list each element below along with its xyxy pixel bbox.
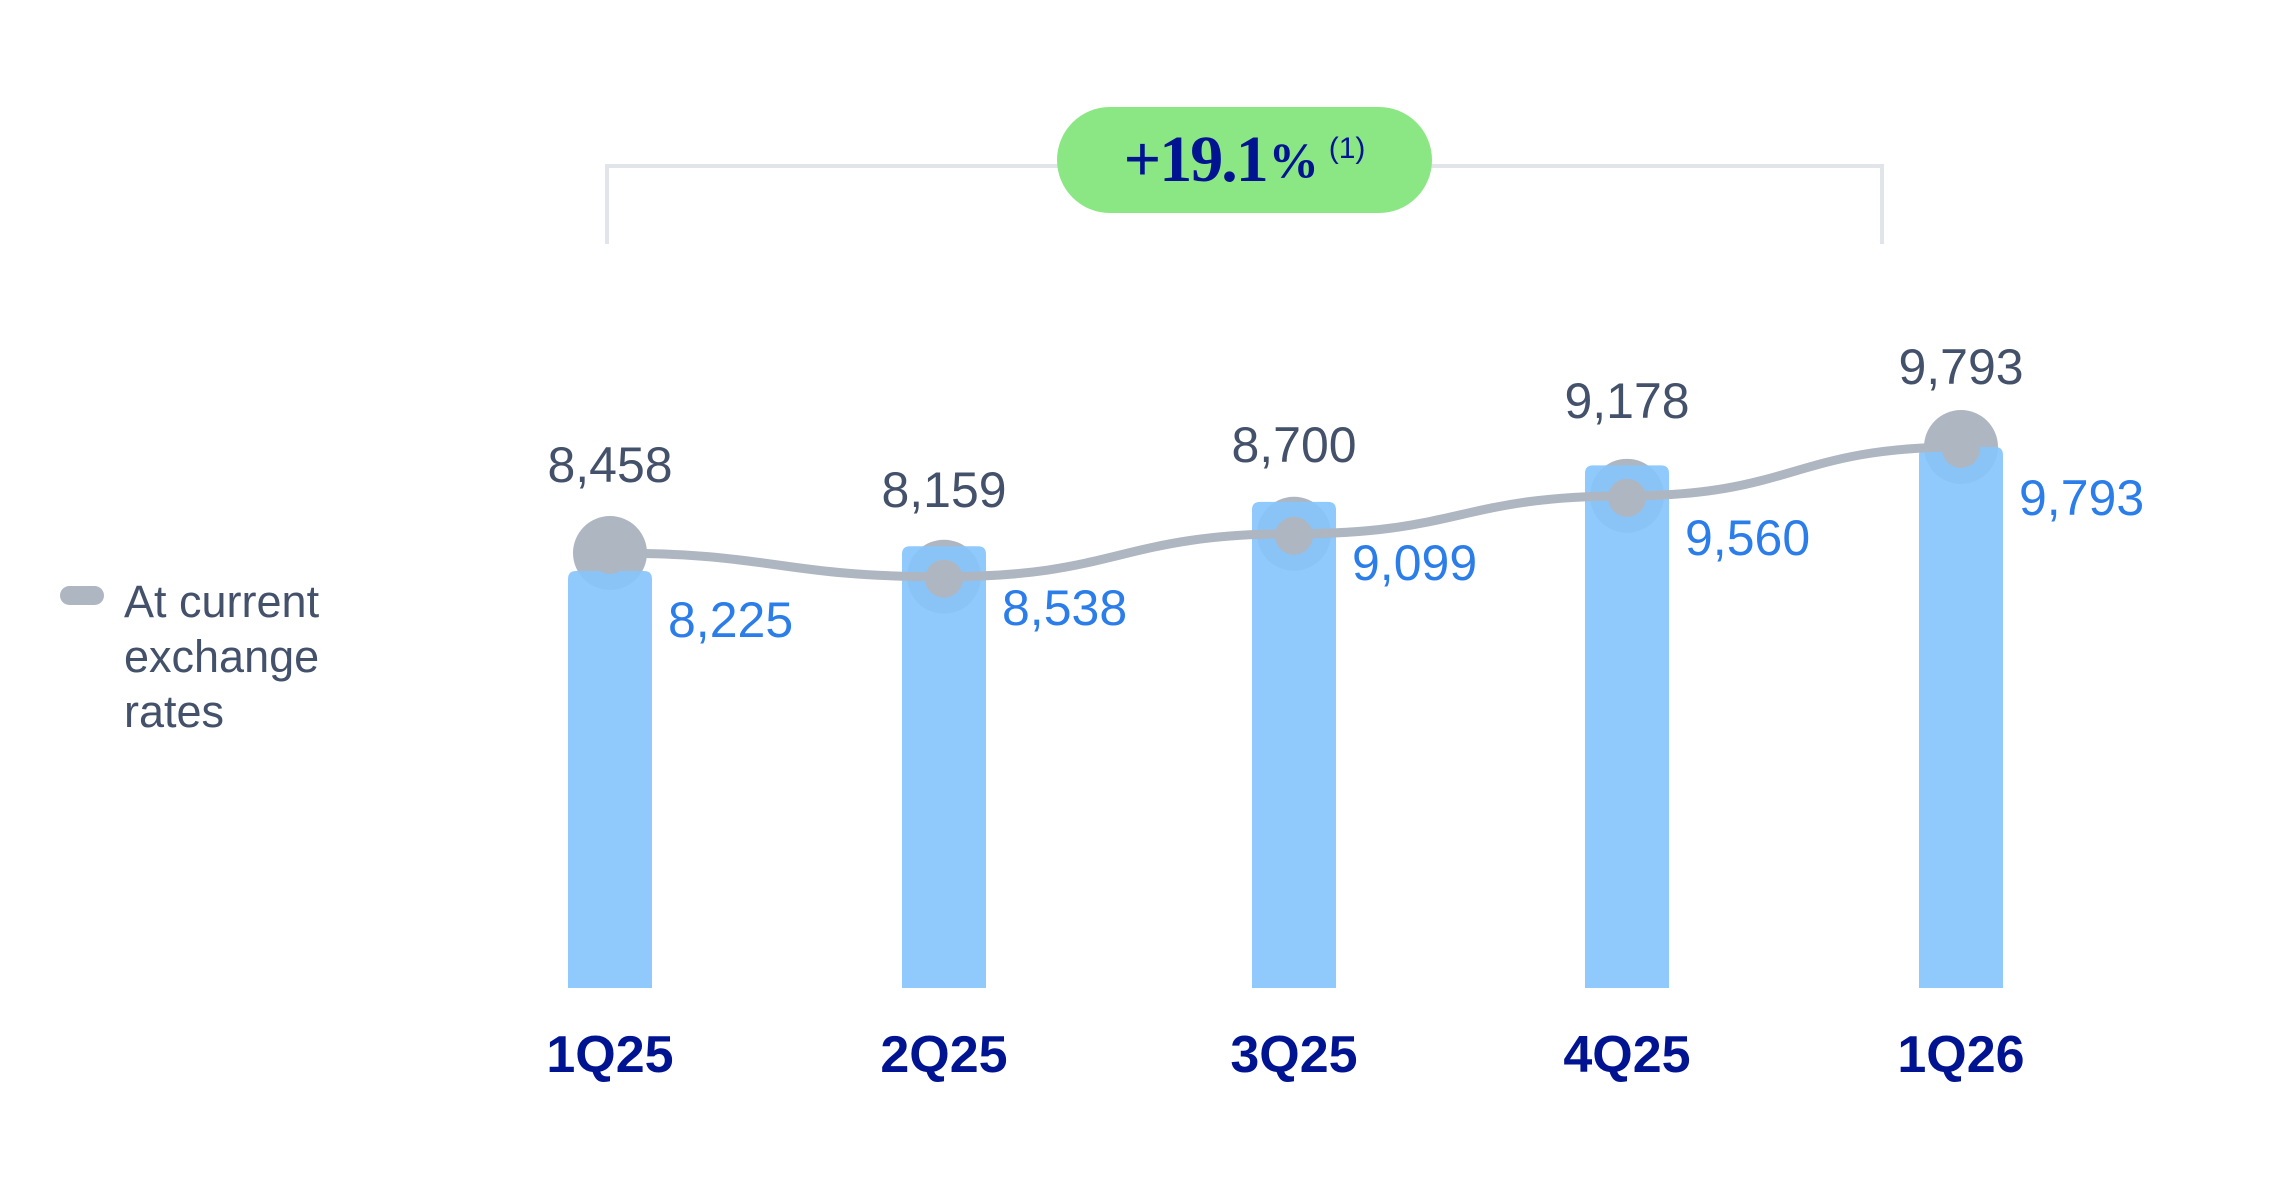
line-marker-inner-4Q25 <box>1608 478 1646 517</box>
category-label: 1Q26 <box>1897 1026 2024 1084</box>
growth-badge: +19.1 % (1) <box>1057 107 1432 213</box>
legend-label-line2: exchange <box>124 631 320 682</box>
growth-footnote: (1) <box>1328 132 1366 165</box>
line-layer <box>591 430 1980 598</box>
labels-layer: 8,458 8,225 1Q25 8,159 8,538 2Q25 8,700 9,099 3Q… <box>546 339 2144 1084</box>
bar-value-label: 9,793 <box>2019 470 2144 526</box>
category-label: 4Q25 <box>1563 1026 1690 1084</box>
bar-2Q25 <box>902 546 986 988</box>
bars-layer <box>568 410 2003 988</box>
category-label: 3Q25 <box>1230 1026 1357 1084</box>
legend-swatch-line <box>60 586 104 605</box>
bar-3Q25 <box>1252 501 1336 988</box>
category-label: 1Q25 <box>546 1026 673 1084</box>
line-marker-inner-2Q25 <box>925 559 963 598</box>
line-value-label: 9,793 <box>1898 339 2023 395</box>
line-value-label: 8,700 <box>1231 417 1356 473</box>
bar-value-label: 8,538 <box>1002 580 1127 636</box>
bar-value-label: 9,560 <box>1685 510 1810 566</box>
bar-value-label: 9,099 <box>1352 535 1477 591</box>
line-value-label: 8,458 <box>547 437 672 493</box>
category-label: 2Q25 <box>880 1026 1007 1084</box>
line-marker-inner-1Q26 <box>1942 430 1980 468</box>
line-value-label: 8,159 <box>881 462 1006 518</box>
growth-percent-sign: % <box>1268 132 1319 188</box>
line-value-label: 9,178 <box>1564 373 1689 429</box>
legend-label: At current exchange rates <box>124 574 424 739</box>
line-marker-inner-3Q25 <box>1275 516 1313 555</box>
bar-1Q26 <box>1919 447 2003 988</box>
legend-label-line3: rates <box>124 686 225 737</box>
legend-label-line1: At current <box>124 576 320 627</box>
growth-value: +19.1 <box>1123 123 1269 196</box>
bar-1Q25 <box>568 571 652 988</box>
bar-value-label: 8,225 <box>668 592 793 648</box>
line-marker-inner-1Q25 <box>591 536 629 574</box>
bar-4Q25 <box>1585 465 1669 988</box>
